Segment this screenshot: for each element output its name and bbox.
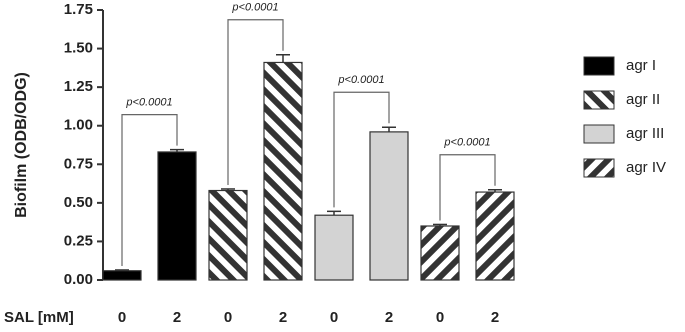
- x-tick-label: 0: [436, 309, 444, 326]
- bar: [102, 270, 142, 281]
- p-value: p<0.0001: [443, 137, 490, 149]
- y-axis-label: Biofilm (ODB/ODG): [13, 72, 30, 218]
- legend-swatch: [583, 90, 615, 110]
- bar: [369, 131, 409, 281]
- x-tick-label: 0: [118, 309, 126, 326]
- y-tick-label: 1.25: [64, 78, 93, 95]
- legend-swatch: [583, 158, 615, 178]
- legend-swatch: [583, 56, 615, 76]
- legend-label: agr II: [626, 91, 660, 108]
- y-tick-label: 0.75: [64, 155, 93, 172]
- legend-label: agr I: [626, 57, 656, 74]
- p-value: p<0.0001: [337, 74, 384, 86]
- p-value: p<0.0001: [125, 97, 172, 109]
- x-tick-label: 2: [491, 309, 499, 326]
- legend-label: agr III: [626, 125, 664, 142]
- y-tick-label: 1.00: [64, 117, 93, 134]
- significance-bracket: [333, 91, 390, 208]
- legend-swatch: [583, 124, 615, 144]
- y-tick-label: 1.75: [64, 1, 93, 18]
- p-value: p<0.0001: [231, 2, 278, 14]
- y-tick-label: 0.50: [64, 194, 93, 211]
- x-tick-label: 0: [330, 309, 338, 326]
- x-tick-label: 2: [385, 309, 393, 326]
- bar: [314, 214, 354, 281]
- significance-bracket: [227, 19, 284, 185]
- x-tick-label: 2: [279, 309, 287, 326]
- x-tick-label: 2: [173, 309, 181, 326]
- bar: [420, 225, 460, 281]
- significance-bracket: [439, 154, 496, 221]
- bar: [475, 191, 515, 281]
- significance-bracket: [121, 114, 178, 266]
- bar: [208, 189, 248, 281]
- bar: [263, 61, 303, 281]
- bar: [157, 151, 197, 281]
- x-axis-label: SAL [mM]: [4, 309, 74, 326]
- y-tick-label: 0.25: [64, 232, 93, 249]
- y-tick-label: 0.00: [64, 271, 93, 288]
- x-tick-label: 0: [224, 309, 232, 326]
- legend-label: agr IV: [626, 159, 666, 176]
- y-tick-label: 1.50: [64, 40, 93, 57]
